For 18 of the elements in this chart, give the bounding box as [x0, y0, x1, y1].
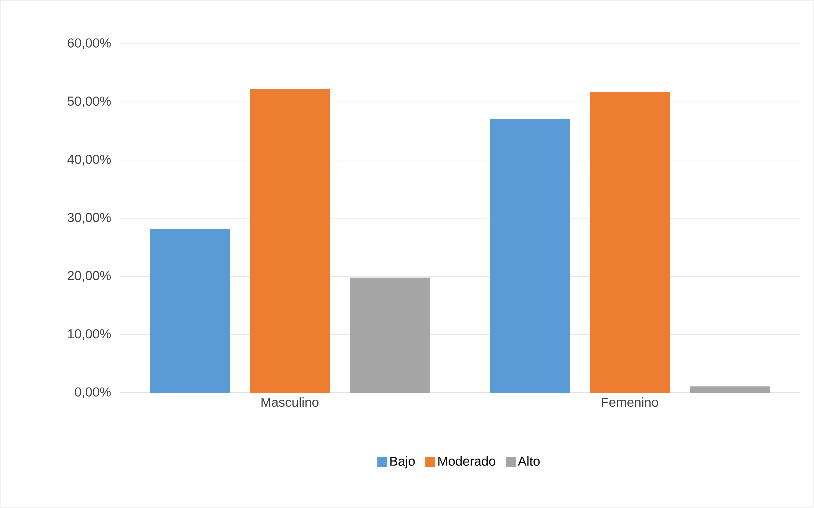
y-tick-label: 40,00% — [68, 154, 111, 166]
bar — [490, 119, 570, 393]
bar — [690, 386, 770, 393]
y-tick-label: 20,00% — [68, 271, 111, 282]
bar — [250, 89, 330, 393]
y-tick-label: 50,00% — [68, 96, 111, 108]
bar — [150, 230, 230, 393]
y-tick-label: 0,00% — [75, 388, 111, 398]
bar — [350, 278, 430, 393]
bar — [590, 92, 670, 393]
x-tick-label: Masculino — [262, 398, 319, 408]
y-tick-label: 30,00% — [68, 213, 111, 224]
legend-label: Moderado — [438, 456, 496, 466]
x-tick-label: Femenino — [602, 398, 658, 408]
y-tick-label: 60,00% — [68, 38, 111, 50]
legend-label: Alto — [518, 456, 540, 466]
legend-label: Bajo — [390, 456, 416, 469]
y-tick-label: 10,00% — [68, 329, 111, 340]
